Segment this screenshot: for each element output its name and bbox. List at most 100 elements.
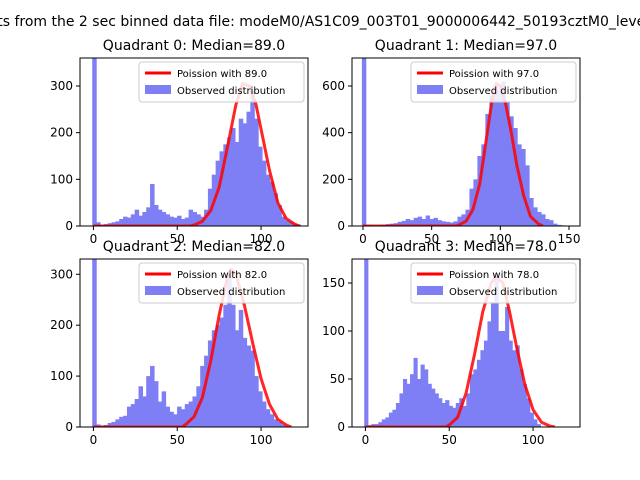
histogram-bar xyxy=(207,340,213,427)
histogram-bar xyxy=(549,220,554,226)
histogram-bar xyxy=(126,217,132,226)
histogram-bar xyxy=(525,165,530,226)
histogram-bar xyxy=(434,393,439,427)
axes-frame xyxy=(351,258,581,428)
histogram-bar xyxy=(134,399,140,427)
histogram-bar xyxy=(485,114,490,226)
histogram-bar xyxy=(441,221,446,226)
histogram-bar xyxy=(513,128,518,226)
legend-observed-label: Observed distribution xyxy=(449,86,557,97)
histogram-bar xyxy=(545,219,550,226)
histogram-bar xyxy=(161,212,167,226)
y-tick-label: 100 xyxy=(322,324,345,338)
legend-box xyxy=(410,61,577,103)
histogram-bar xyxy=(388,412,394,427)
histogram-bar xyxy=(483,340,489,427)
histogram-bar xyxy=(406,383,411,427)
histogram-bar xyxy=(437,220,442,226)
x-tick-label: 100 xyxy=(250,232,273,246)
histogram-bar xyxy=(138,215,143,226)
legend: Poission with 78.0 Observed distribution xyxy=(410,262,577,304)
y-tick-label: 150 xyxy=(322,276,345,290)
histogram-bar xyxy=(269,414,275,427)
histogram-bar xyxy=(515,345,520,427)
histogram-bar xyxy=(238,309,244,427)
histogram-bar xyxy=(417,379,422,427)
histogram-bar xyxy=(461,214,466,226)
histogram-bar xyxy=(146,207,151,226)
histogram-bar xyxy=(536,424,541,427)
histogram-bar xyxy=(161,391,167,427)
x-tick-label: 0 xyxy=(362,433,370,447)
legend-observed-label: Observed distribution xyxy=(449,287,557,298)
histogram-bar xyxy=(477,156,482,226)
histogram-bar xyxy=(448,405,453,427)
legend-box xyxy=(138,61,305,103)
histogram-bar xyxy=(261,160,267,226)
y-tick-label: 400 xyxy=(322,126,345,140)
histogram-bar xyxy=(508,340,513,427)
legend-observed-swatch xyxy=(145,85,171,94)
histogram-bar xyxy=(473,369,478,427)
histogram-bar xyxy=(553,223,558,226)
x-tick-label: 0 xyxy=(359,232,367,246)
histogram-bar xyxy=(150,184,155,226)
histogram-bar xyxy=(441,403,446,427)
histogram-bar xyxy=(557,224,562,226)
histogram-bar xyxy=(250,350,255,427)
histogram-bar xyxy=(119,219,124,226)
histogram-bar xyxy=(223,304,228,427)
legend-box xyxy=(138,262,305,304)
histogram-bar xyxy=(476,359,482,427)
histogram-bar xyxy=(177,406,182,427)
legend-observed-swatch xyxy=(417,85,443,94)
histogram-bar xyxy=(517,144,522,226)
histogram-bar xyxy=(177,215,182,226)
x-tick-label: 50 xyxy=(170,433,185,447)
x-tick-label: 150 xyxy=(558,232,581,246)
histogram-bar xyxy=(498,331,503,427)
histogram-bar xyxy=(453,221,458,226)
histogram-bar xyxy=(361,58,367,226)
histogram-bar xyxy=(401,220,407,226)
legend-observed-swatch xyxy=(417,286,443,295)
histogram-bar xyxy=(273,419,278,427)
histogram-bar xyxy=(469,374,475,427)
histogram-bar xyxy=(165,406,170,427)
histogram-bar xyxy=(397,221,403,226)
legend-poisson-label: Poission with 78.0 xyxy=(449,270,539,281)
histogram-bar xyxy=(231,304,236,427)
histogram-bar xyxy=(385,417,390,427)
histogram-bar xyxy=(111,421,117,427)
histogram-bar xyxy=(219,317,224,427)
histogram-bar xyxy=(526,398,531,427)
histogram-bar xyxy=(111,222,117,226)
histogram-bar xyxy=(533,207,538,226)
legend: Poission with 89.0 Observed distribution xyxy=(138,61,305,103)
histogram-bar xyxy=(281,424,286,427)
legend-observed-swatch xyxy=(145,286,171,295)
y-tick-label: 0 xyxy=(337,420,345,434)
histogram-bar xyxy=(227,274,232,427)
histogram-bar xyxy=(505,307,510,427)
legend-box xyxy=(410,262,577,304)
quadrant-3-title: Quadrant 3: Median=78.0 xyxy=(375,239,557,255)
quadrant-0-panel: 0 50 100 0 100 200 300 Quadrant 0: Median=89.0 P… xyxy=(50,38,309,246)
histogram-bar xyxy=(494,273,499,427)
histogram-bar xyxy=(184,404,190,427)
histogram-bar xyxy=(138,386,143,427)
x-tick-label: 100 xyxy=(489,232,512,246)
histogram-bar xyxy=(234,330,240,427)
histogram-bar xyxy=(227,137,232,226)
histogram-bar xyxy=(285,220,290,226)
x-tick-label: 50 xyxy=(442,433,457,447)
histogram-bar xyxy=(438,398,443,427)
quadrant-0-title: Quadrant 0: Median=89.0 xyxy=(103,38,285,54)
histogram-bar xyxy=(180,219,186,226)
histogram-bar xyxy=(261,401,267,427)
y-tick-label: 0 xyxy=(337,219,345,233)
histogram-bar xyxy=(505,102,510,226)
histogram-bar xyxy=(481,144,486,226)
histogram-bar xyxy=(234,142,240,226)
histogram-bar xyxy=(409,220,415,226)
